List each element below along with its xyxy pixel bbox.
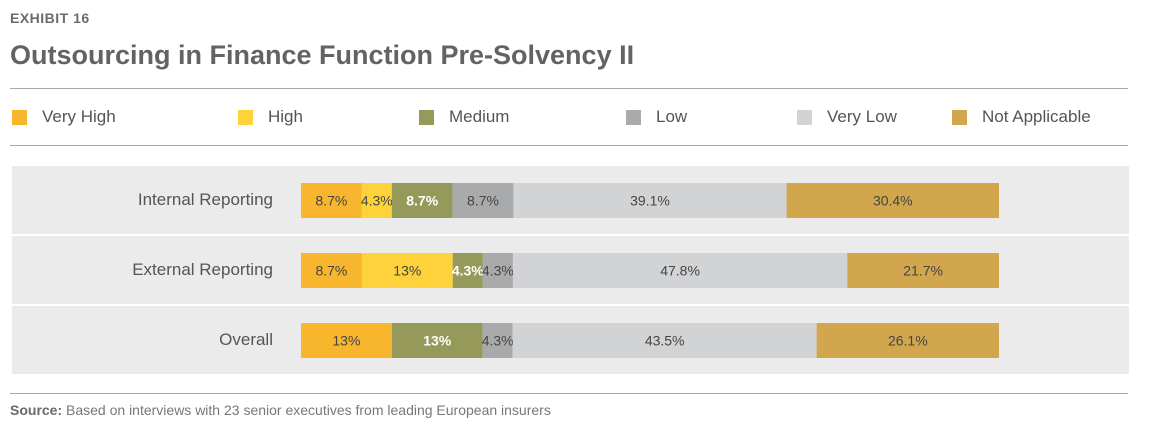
category-label-external-reporting: External Reporting bbox=[132, 260, 273, 279]
data-label: 13% bbox=[423, 333, 452, 349]
bar-segment-very-low bbox=[512, 253, 848, 288]
legend-item-low: Low bbox=[626, 104, 687, 130]
data-label: 4.3% bbox=[361, 193, 393, 209]
data-label: 4.3% bbox=[482, 333, 514, 349]
bar-segment-high bbox=[361, 183, 392, 218]
bar-segment-not-applicable bbox=[786, 183, 999, 218]
data-label: 21.7% bbox=[903, 263, 943, 279]
bar-segment-very-low bbox=[512, 323, 817, 358]
data-label: 8.7% bbox=[406, 193, 438, 209]
data-label: 4.3% bbox=[452, 263, 484, 279]
legend-swatch-very-low bbox=[797, 109, 812, 125]
bar-segment-not-applicable bbox=[816, 323, 999, 358]
legend-label-medium: Medium bbox=[449, 107, 510, 126]
divider-bottom bbox=[10, 393, 1128, 394]
legend-label-not-applicable: Not Applicable bbox=[982, 107, 1091, 126]
legend-item-not-applicable: Not Applicable bbox=[952, 104, 1091, 130]
legend-item-very-low: Very Low bbox=[797, 104, 897, 130]
bar-segment-medium bbox=[391, 323, 483, 358]
legend-item-very-high: Very High bbox=[12, 104, 116, 130]
source-label: Source: bbox=[10, 402, 63, 418]
legend-swatch-not-applicable bbox=[952, 109, 967, 125]
bar-segment-not-applicable bbox=[847, 253, 999, 288]
bar-segment-high bbox=[361, 253, 453, 288]
data-label: 8.7% bbox=[315, 263, 347, 279]
legend: Very High High Medium Low Very Low Not A… bbox=[0, 104, 1150, 132]
data-label: 26.1% bbox=[888, 333, 928, 349]
divider-legend bbox=[10, 145, 1128, 146]
source-text: Based on interviews with 23 senior execu… bbox=[62, 402, 551, 418]
bar-segment-very-low bbox=[513, 183, 787, 218]
legend-label-low: Low bbox=[656, 107, 688, 126]
data-label: 47.8% bbox=[660, 263, 700, 279]
legend-item-medium: Medium bbox=[419, 104, 509, 130]
data-label: 13% bbox=[393, 263, 421, 279]
bar-segment-low bbox=[482, 253, 513, 288]
legend-item-high: High bbox=[238, 104, 303, 130]
data-label: 39.1% bbox=[630, 193, 670, 209]
data-label: 13% bbox=[332, 333, 360, 349]
category-label-internal-reporting: Internal Reporting bbox=[137, 190, 273, 209]
legend-label-very-high: Very High bbox=[42, 107, 116, 126]
legend-swatch-high bbox=[238, 109, 253, 125]
legend-label-very-low: Very Low bbox=[827, 107, 897, 126]
exhibit-number: EXHIBIT 16 bbox=[10, 10, 90, 26]
data-label: 43.5% bbox=[645, 333, 685, 349]
chart-title: Outsourcing in Finance Function Pre-Solv… bbox=[10, 40, 635, 70]
legend-swatch-low bbox=[626, 109, 641, 125]
legend-swatch-medium bbox=[419, 109, 434, 125]
legend-label-high: High bbox=[268, 107, 303, 126]
bar-segment-low bbox=[452, 183, 514, 218]
bar-segment-very-high bbox=[301, 183, 362, 218]
category-label-overall: Overall bbox=[219, 330, 273, 349]
bar-segment-medium bbox=[452, 253, 483, 288]
divider-top bbox=[10, 88, 1128, 89]
bar-segment-very-high bbox=[301, 323, 392, 358]
data-label: 4.3% bbox=[482, 263, 514, 279]
data-label: 30.4% bbox=[873, 193, 913, 209]
bar-segment-low bbox=[482, 323, 513, 358]
data-label: 8.7% bbox=[467, 193, 499, 209]
bar-segment-very-high bbox=[301, 253, 362, 288]
data-label: 8.7% bbox=[315, 193, 347, 209]
legend-swatch-very-high bbox=[12, 109, 27, 125]
bar-segment-medium bbox=[391, 183, 453, 218]
source-note: Source: Based on interviews with 23 seni… bbox=[10, 402, 551, 418]
